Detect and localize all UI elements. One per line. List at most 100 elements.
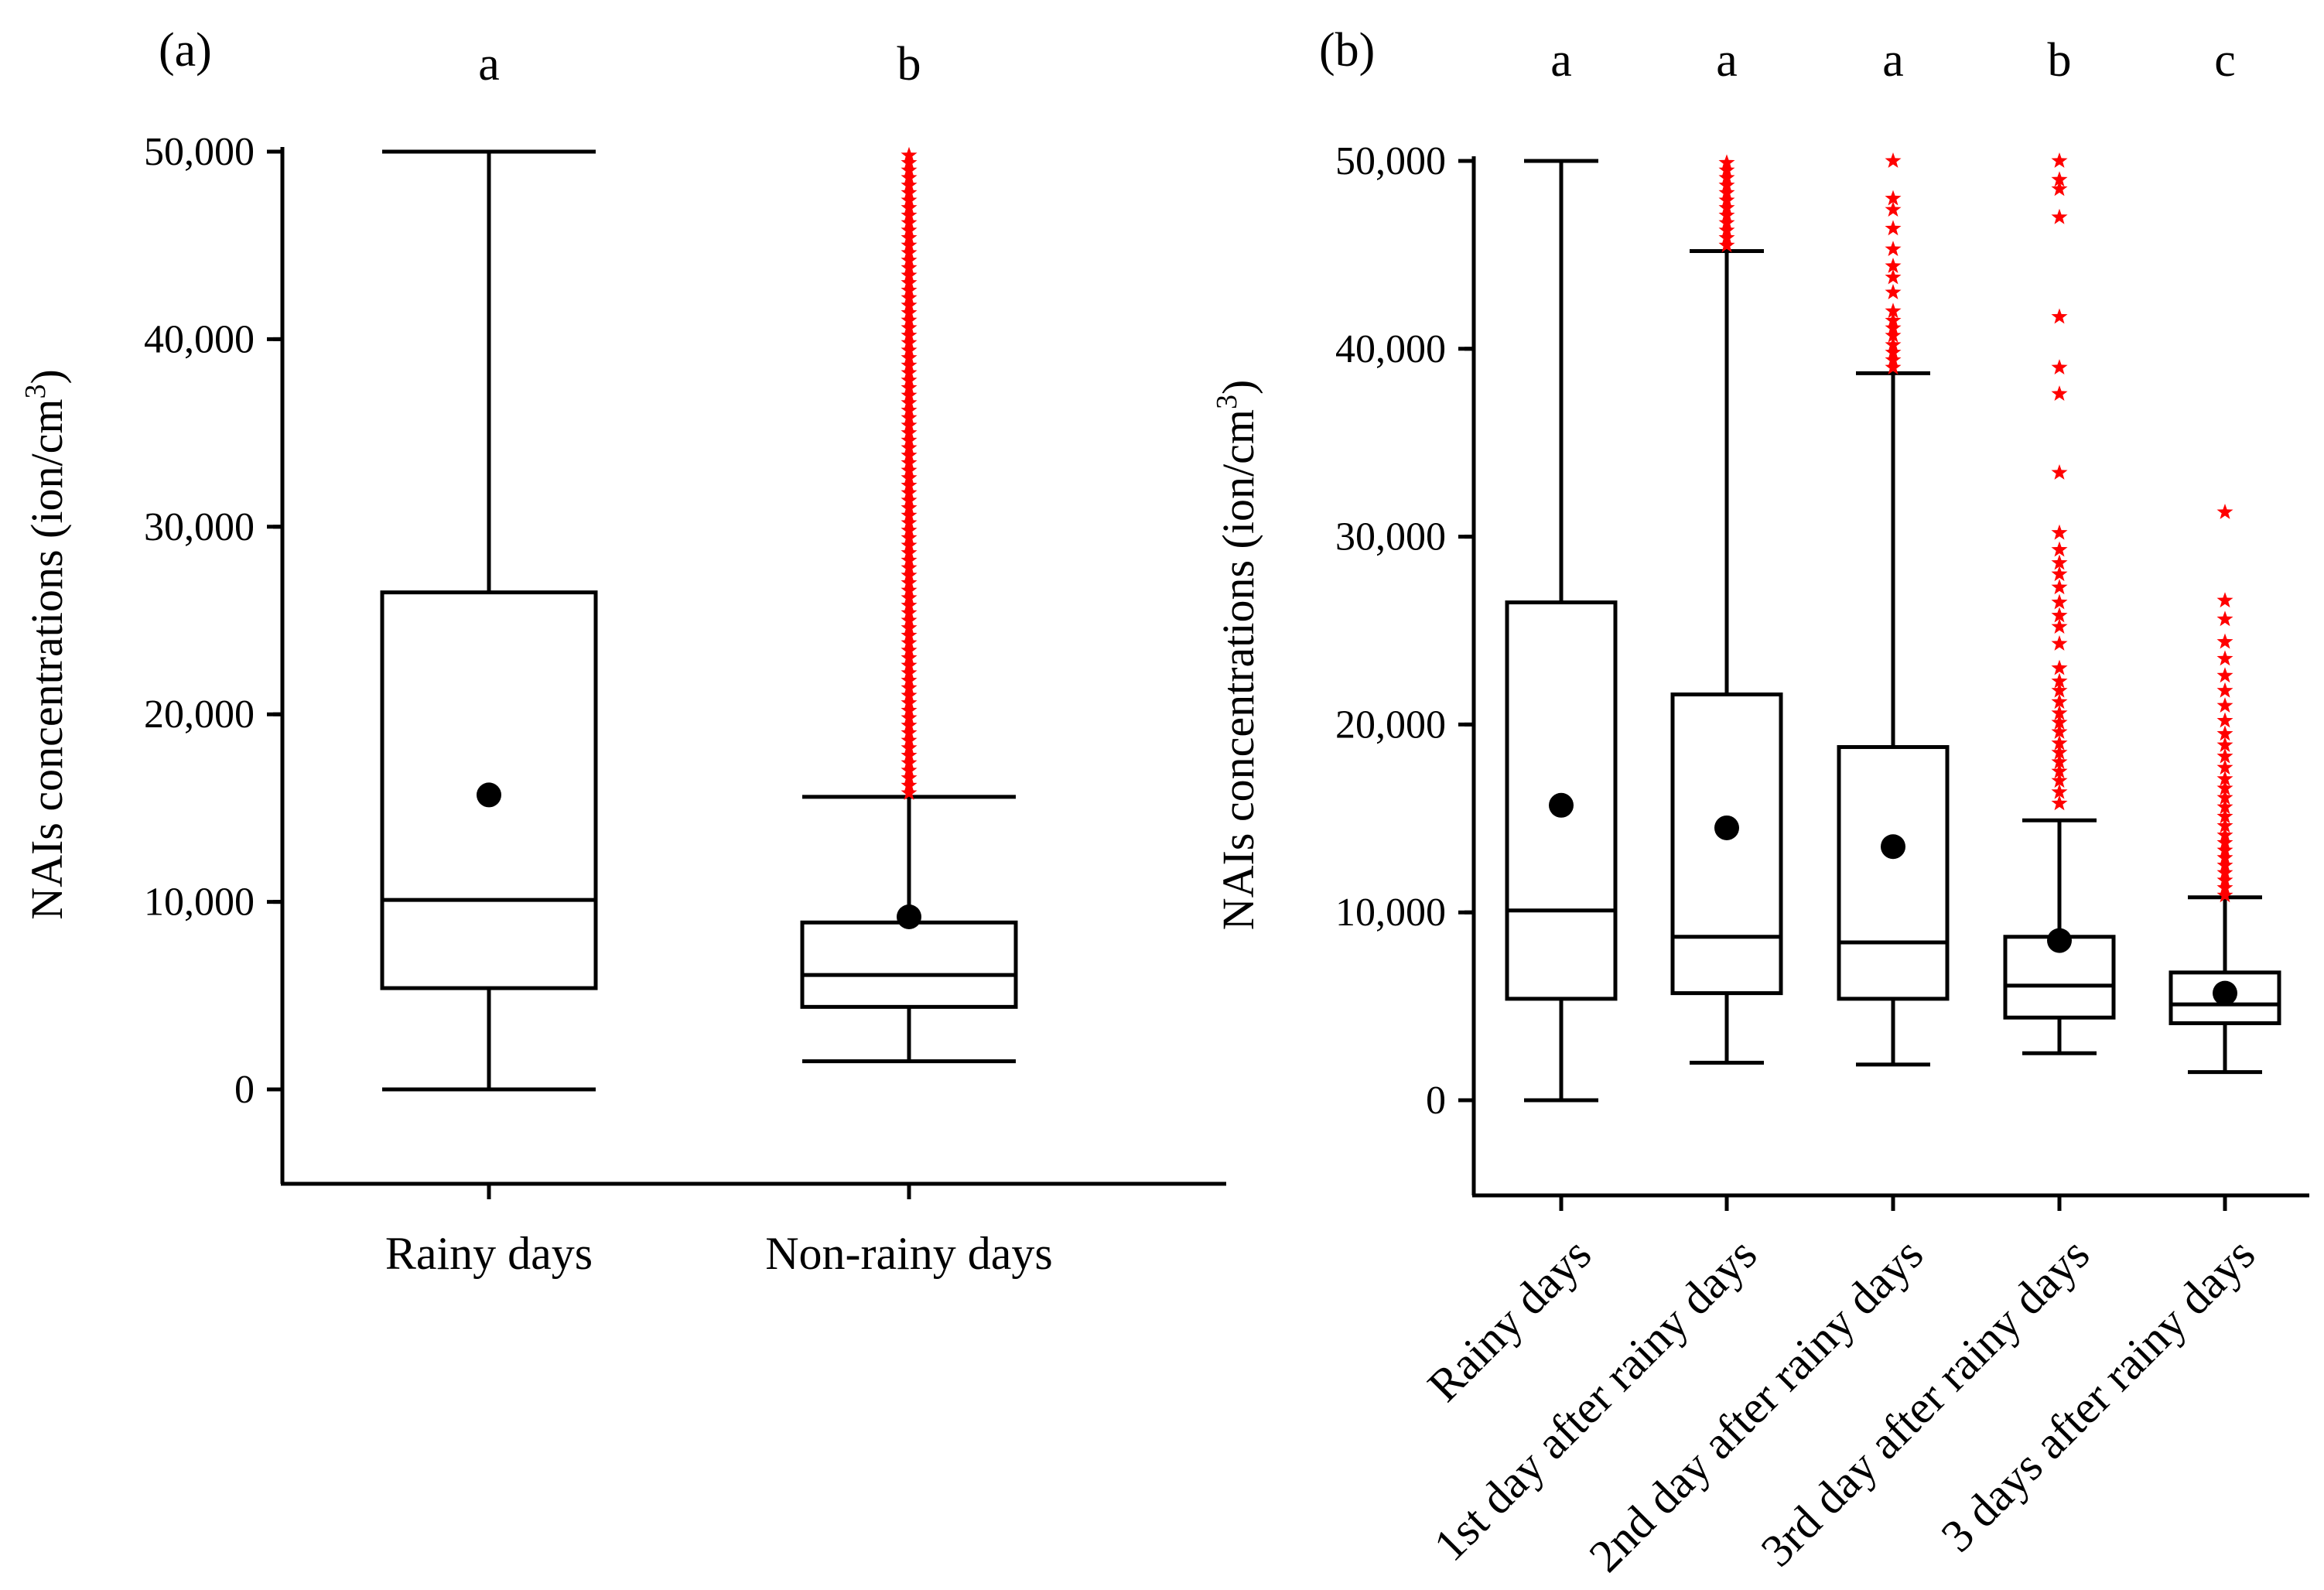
outlier-star xyxy=(901,694,918,710)
outlier-star xyxy=(1718,162,1735,177)
outlier-star xyxy=(2216,682,2233,698)
outlier-star xyxy=(1718,207,1735,223)
outlier-star xyxy=(901,521,918,538)
outlier-star xyxy=(901,214,918,230)
outlier-star xyxy=(1885,152,1902,168)
outlier-star xyxy=(2051,763,2068,778)
outlier-star xyxy=(2051,704,2068,720)
outlier-star xyxy=(1885,312,1902,328)
outlier-star xyxy=(901,379,918,395)
iqr-box xyxy=(1670,692,1783,996)
outlier-star xyxy=(901,484,918,501)
outlier-star xyxy=(2051,308,2068,324)
outlier-star xyxy=(901,477,918,493)
outlier-star xyxy=(901,349,918,365)
outlier-star xyxy=(1885,336,1902,352)
significance-letter: a xyxy=(478,38,500,91)
outlier-star xyxy=(901,612,918,627)
outlier-star xyxy=(2216,864,2233,880)
outlier-star xyxy=(1718,176,1735,193)
outlier-star xyxy=(901,237,918,253)
y-tick-label: 50,000 xyxy=(1335,139,1446,183)
iqr-box xyxy=(1837,745,1950,1001)
category-label: 3 days after rainy days xyxy=(1931,1229,2264,1562)
outlier-star xyxy=(901,169,918,185)
mean-marker xyxy=(1881,834,1905,860)
outlier-star xyxy=(2051,579,2068,595)
outlier-star xyxy=(2216,697,2233,713)
outlier-star xyxy=(901,154,918,170)
outlier-star xyxy=(901,582,918,598)
y-tick-label: 10,000 xyxy=(144,880,255,925)
panel-b: 0 10,000 20,000 30,000 40,000 50,000 NAIs conc… xyxy=(1211,24,2309,1581)
outlier-star xyxy=(901,341,918,357)
outlier-star xyxy=(901,446,918,463)
outlier-star xyxy=(1885,220,1902,236)
outlier-star xyxy=(901,357,918,373)
outlier-star xyxy=(1885,268,1902,285)
y-tick-label: 30,000 xyxy=(144,505,255,549)
outlier-star xyxy=(901,566,918,583)
outlier-star xyxy=(901,304,918,320)
outlier-star xyxy=(901,296,918,313)
outlier-star xyxy=(2216,857,2233,873)
y-axis-label: NAIs concentrations (ion/cm3) xyxy=(19,369,72,920)
outlier-star xyxy=(901,769,918,785)
outlier-star xyxy=(901,334,918,350)
outlier-star xyxy=(901,274,918,290)
outlier-star xyxy=(2216,610,2233,627)
outlier-star xyxy=(2051,723,2068,739)
outlier-star xyxy=(2051,682,2068,698)
outlier-star xyxy=(901,574,918,590)
outlier-star xyxy=(901,424,918,440)
outlier-star xyxy=(1885,241,1902,256)
outlier-star xyxy=(2051,659,2068,675)
category-label: 2nd day after rainy days xyxy=(1580,1229,1933,1582)
outlier-star xyxy=(2051,524,2068,540)
outlier-star xyxy=(2051,554,2068,570)
category-label: Non-rainy days xyxy=(765,1228,1053,1279)
outlier-star xyxy=(901,732,918,747)
outlier-star xyxy=(2216,834,2233,850)
y-tick-label: 40,000 xyxy=(144,317,255,361)
outlier-star xyxy=(2051,464,2068,480)
outlier-star xyxy=(2051,180,2068,197)
outlier-star xyxy=(901,387,918,402)
outlier-star xyxy=(901,402,918,418)
outlier-star xyxy=(901,589,918,605)
outlier-star xyxy=(901,544,918,560)
outlier-star xyxy=(901,491,918,508)
significance-letter: c xyxy=(2214,34,2236,87)
significance-letter: b xyxy=(2048,34,2072,87)
outlier-star xyxy=(2051,566,2068,582)
panel-label: (a) xyxy=(159,24,212,77)
outlier-star xyxy=(901,146,918,162)
outlier-star xyxy=(2216,650,2233,666)
outlier-star xyxy=(901,657,918,673)
outlier-star xyxy=(1718,221,1735,238)
mean-marker xyxy=(2047,928,2072,953)
outlier-star xyxy=(901,761,918,778)
outlier-star xyxy=(901,515,918,530)
category-label: Rainy days xyxy=(385,1228,593,1279)
outlier-star xyxy=(1885,351,1902,368)
outlier-star xyxy=(1718,199,1735,215)
outlier-star xyxy=(2051,772,2068,788)
outlier-star xyxy=(2051,795,2068,811)
outlier-star xyxy=(2051,635,2068,651)
outlier-star xyxy=(901,454,918,470)
panel-label: (b) xyxy=(1319,24,1375,77)
y-axis-label-close: ) xyxy=(22,369,72,384)
outlier-star xyxy=(2216,879,2233,895)
outlier-star xyxy=(2051,607,2068,623)
outlier-star xyxy=(2051,541,2068,557)
outlier-star xyxy=(901,641,918,658)
outlier-star xyxy=(901,162,918,178)
outlier-star xyxy=(1718,169,1735,185)
outlier-star xyxy=(1885,190,1902,206)
outlier-star xyxy=(901,507,918,523)
y-axis-label: NAIs concentrations (ion/cm3) xyxy=(1211,380,1263,931)
outlier-star xyxy=(2051,359,2068,374)
outlier-star xyxy=(2051,744,2068,760)
outlier-star xyxy=(901,364,918,380)
